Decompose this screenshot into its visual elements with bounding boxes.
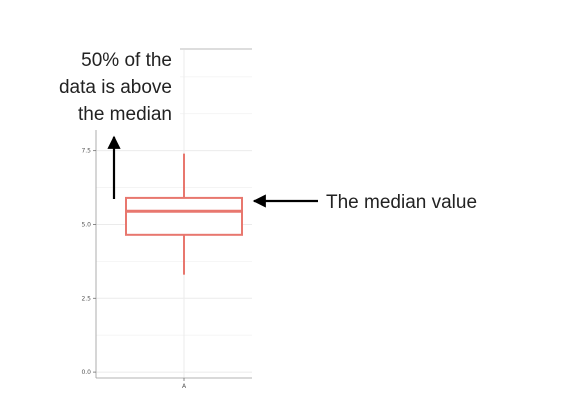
y-tick-label: 0.0 <box>81 369 91 376</box>
y-tick-label: 2.5 <box>81 295 91 302</box>
iqr-box <box>125 196 243 236</box>
y-tick-label: 7.5 <box>81 148 91 155</box>
plot-area: 0.0 2.5 5.0 7.5 A <box>81 48 252 390</box>
median-value-label: The median value <box>326 192 477 213</box>
box-series <box>125 153 243 275</box>
annotation-above-median: 50% of the data is above the median <box>59 50 172 199</box>
y-tick-label: 5.0 <box>81 221 91 228</box>
annotation-above-line-3: the median <box>78 104 172 125</box>
annotation-above-line-2: data is above <box>59 77 172 98</box>
minor-gridlines <box>96 76 252 336</box>
annotation-above-line-1: 50% of the <box>81 50 172 71</box>
x-tick-label: A <box>182 383 187 390</box>
x-axis-ticks: A <box>182 378 187 390</box>
y-axis-ticks: 0.0 2.5 5.0 7.5 <box>81 148 96 376</box>
axes <box>95 130 252 379</box>
annotation-median-value: The median value <box>252 192 477 213</box>
